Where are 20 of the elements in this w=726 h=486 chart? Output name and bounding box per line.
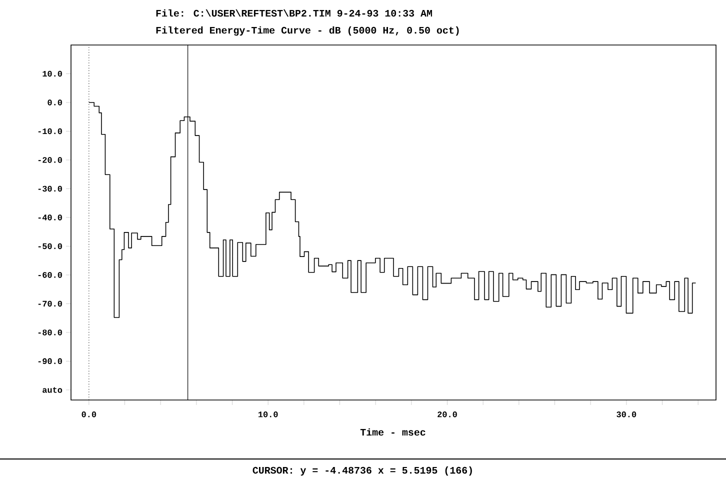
y-tick-label: -90.0 <box>38 358 62 364</box>
y-tick-label: -50.0 <box>38 243 62 250</box>
chart-subtitle: Filtered Energy-Time Curve - dB (5000 Hz, 0.50 oct) <box>156 26 459 36</box>
y-tick-label: 0.0 <box>48 100 62 106</box>
y-tick-label: -30.0 <box>38 186 62 192</box>
y-tick-label: -60.0 <box>38 272 62 278</box>
y-tick-label: -20.0 <box>38 157 62 163</box>
x-tick-label: 10.0 <box>258 412 278 418</box>
x-tick-label: 0.0 <box>82 412 96 418</box>
y-tick-label: -10.0 <box>38 128 62 134</box>
x-tick-label: 30.0 <box>616 412 636 418</box>
x-tick-label: 20.0 <box>438 412 457 418</box>
chart-title: File: C:\USER\REFTEST\BP2.TIM 9-24-93 10:33 AM <box>156 9 432 17</box>
y-tick-label: -80.0 <box>38 330 62 336</box>
text: CURSOR: y = -4.48736 x = 5.5195 (166) <box>252 466 472 476</box>
y-tick-label: auto <box>42 387 62 393</box>
y-tick-label: -40.0 <box>38 214 62 220</box>
x-axis-title: Time - msec <box>360 428 426 436</box>
y-tick-label: 10.0 <box>42 70 62 77</box>
y-tick-label: -70.0 <box>38 300 62 307</box>
